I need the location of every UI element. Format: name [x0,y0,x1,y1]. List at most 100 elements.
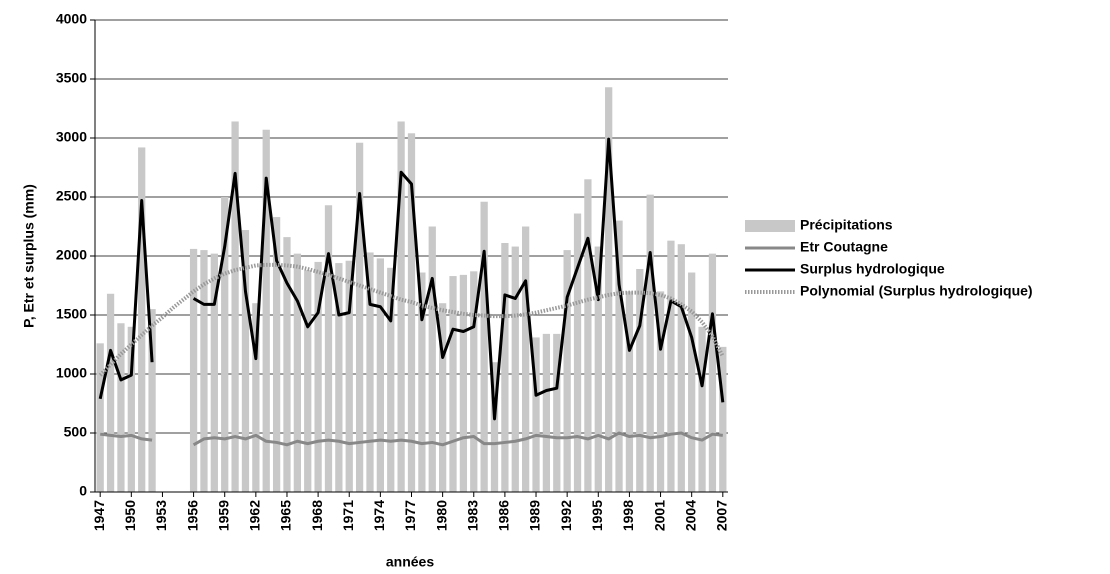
y-tick-label: 0 [79,483,87,499]
bars [96,87,727,493]
y-tick-label: 2500 [56,188,87,204]
x-tick-label: 1983 [464,500,480,531]
x-tick-label: 2001 [651,500,667,531]
line [192,431,723,447]
bar [656,291,665,492]
y-tick-label: 1000 [56,365,87,381]
x-tick-label: 1989 [527,500,543,531]
bar [594,246,602,492]
x-tick-label: 1995 [589,500,605,531]
x-tick-label: 1992 [558,500,574,531]
bar [470,271,478,492]
legend-swatch [745,220,795,232]
bar [366,252,374,492]
bar [241,230,250,493]
legend-label: Précipitations [800,217,893,233]
x-axis-label: années [386,554,434,570]
bar [314,261,322,492]
bar [605,87,613,492]
y-tick-label: 500 [64,424,88,440]
bar [636,268,644,492]
legend-label: Surplus hydrologique [800,261,945,277]
x-tick-label: 1968 [309,500,325,531]
x-tick-label: 1947 [91,500,107,531]
bar [96,343,104,492]
bar [138,147,146,492]
bar [625,291,634,492]
x-tick-label: 1971 [340,500,356,531]
bar [698,326,706,492]
bar [490,362,499,492]
bar [522,226,530,492]
x-tick-label: 1965 [278,500,294,531]
bar [480,201,488,492]
bar [355,142,364,492]
line [98,262,725,377]
lines [98,137,725,447]
bar [148,309,156,492]
bar [210,253,218,492]
bar [584,179,592,493]
bar [387,267,395,492]
bar [397,121,405,492]
y-axis-label: P, Etr et surplus (mm) [21,184,37,328]
x-tick-label: 1980 [433,500,449,531]
bar [231,121,239,492]
y-tick-label: 4000 [56,11,87,27]
bar [532,337,540,492]
x-tick-label: 1956 [184,500,200,531]
bar [428,226,436,492]
line [192,137,725,421]
y-tick-label: 2000 [56,247,87,263]
y-tick-label: 3000 [56,129,87,145]
bar [418,272,426,492]
bar [573,213,582,492]
bar [200,250,208,492]
bar [407,133,416,492]
bar [646,194,654,492]
bar [449,276,457,492]
x-tick-label: 1998 [620,500,636,531]
bar [719,346,727,492]
line [100,432,153,442]
bar [563,250,571,492]
bar [262,129,270,493]
x-tick-label: 1953 [153,500,169,531]
bar [272,217,281,492]
x-tick-label: 2007 [714,500,730,531]
x-tick-label: 1950 [122,500,138,531]
bar [304,270,312,492]
bar [127,326,135,492]
bar [688,272,696,492]
bar [438,303,447,492]
bar [677,244,685,492]
bar [511,246,519,492]
line [98,199,154,400]
bar [345,260,353,492]
bar [106,293,115,492]
bar [117,323,125,492]
bar [459,274,468,492]
x-tick-label: 2004 [682,500,698,531]
bar [335,263,343,492]
bar [376,258,385,492]
bar [221,197,229,492]
bar [189,248,198,492]
legend-label: Etr Coutagne [800,239,888,255]
x-tick-label: 1977 [402,500,418,531]
bar [501,243,509,492]
x-tick-label: 1962 [247,500,263,531]
bar [324,205,333,492]
x-tick-label: 1959 [215,500,231,531]
y-tick-label: 1500 [56,306,87,322]
bar [252,303,260,492]
bar [667,240,675,492]
bar [283,237,291,492]
legend-label: Polynomial (Surplus hydrologique) [800,283,1033,299]
bar [708,253,717,492]
bar [615,220,623,492]
bar [542,333,551,492]
bar [293,253,301,492]
bar [553,333,561,492]
